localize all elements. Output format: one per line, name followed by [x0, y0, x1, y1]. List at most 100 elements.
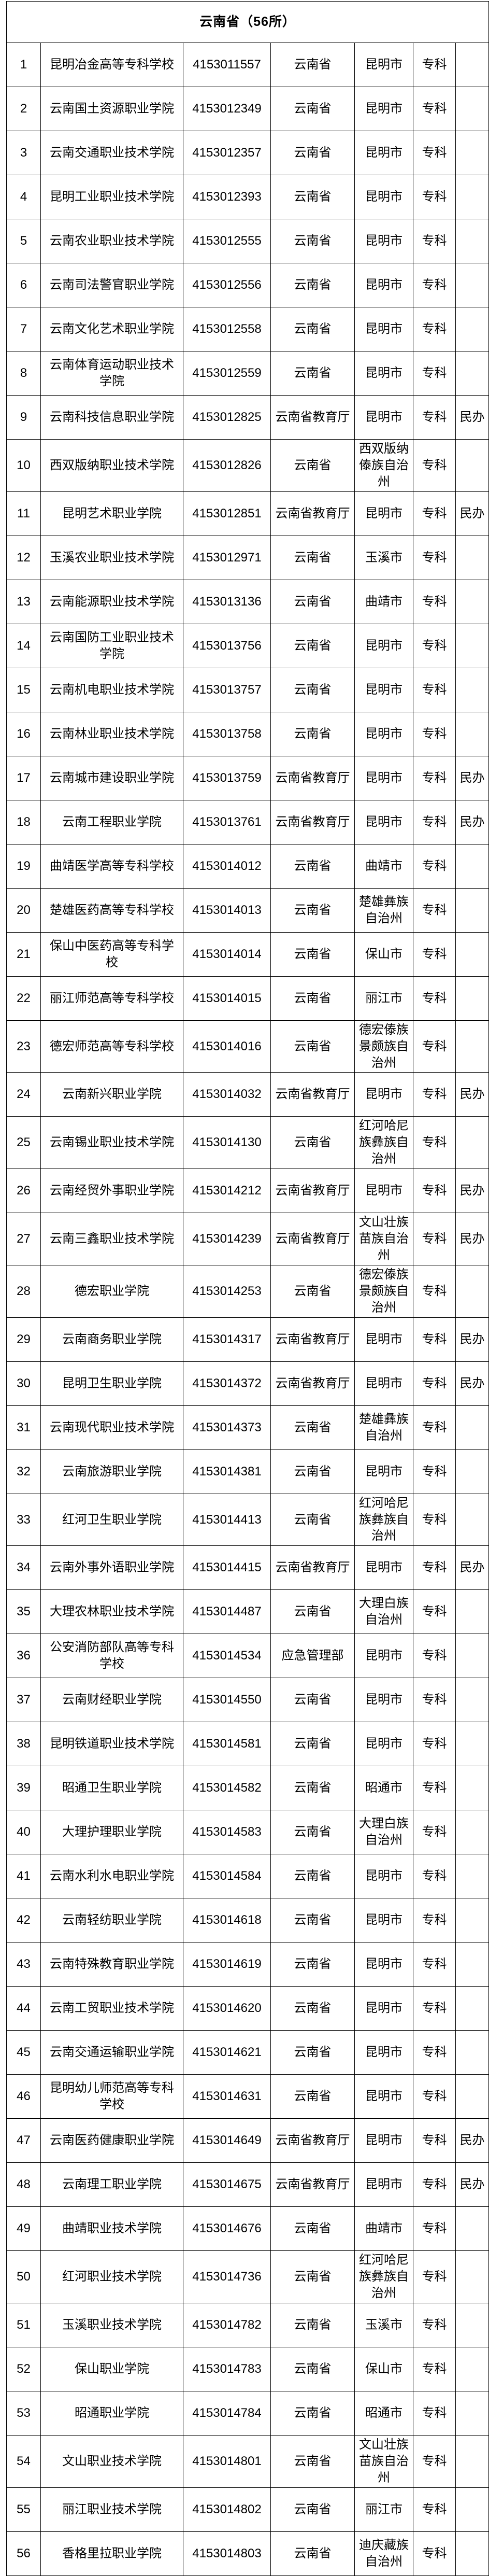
school-name-cell: 红河卫生职业学院 [40, 1493, 183, 1546]
note-cell [455, 2391, 489, 2436]
level-cell: 专科 [413, 2250, 456, 2304]
city-cell: 楚雄彝族自治州 [354, 888, 413, 933]
school-code-cell: 4153014675 [183, 2162, 271, 2207]
school-code-cell: 4153014550 [183, 1678, 271, 1723]
city-cell: 丽江市 [354, 976, 413, 1021]
table-row: 16 云南林业职业技术学院 4153013758 云南省 昆明市 专科 [6, 711, 489, 756]
authority-cell: 云南省教育厅 [270, 491, 355, 536]
school-name-cell: 云南司法警官职业学院 [40, 263, 183, 307]
school-name-cell: 丽江师范高等专科学校 [40, 976, 183, 1021]
school-name-cell: 玉溪职业技术学院 [40, 2303, 183, 2348]
school-name-cell: 德宏师范高等专科学校 [40, 1020, 183, 1073]
row-number-cell: 8 [6, 351, 41, 396]
city-cell: 昆明市 [354, 263, 413, 307]
city-cell: 大理白族自治州 [354, 1589, 413, 1635]
authority-cell: 云南省教育厅 [270, 1072, 355, 1117]
authority-cell: 云南省教育厅 [270, 2162, 355, 2207]
school-code-cell: 4153014619 [183, 1942, 271, 1987]
table-row: 12 玉溪农业职业技术学院 4153012971 云南省 玉溪市 专科 [6, 535, 489, 580]
table-row: 43 云南特殊教育职业学院 4153014619 云南省 昆明市 专科 [6, 1942, 489, 1987]
school-name-cell: 云南农业职业技术学院 [40, 219, 183, 263]
city-cell: 昆明市 [354, 1942, 413, 1987]
level-cell: 专科 [413, 43, 456, 87]
authority-cell: 云南省教育厅 [270, 1213, 355, 1265]
table-row: 11 昆明艺术职业学院 4153012851 云南省教育厅 昆明市 专科 民办 [6, 491, 489, 536]
school-code-cell: 4153014253 [183, 1264, 271, 1318]
row-number-cell: 51 [6, 2303, 41, 2348]
city-cell: 文山壮族苗族自治州 [354, 2435, 413, 2488]
authority-cell: 云南省 [270, 535, 355, 580]
note-cell [455, 263, 489, 307]
city-cell: 楚雄彝族自治州 [354, 1405, 413, 1450]
note-cell [455, 43, 489, 87]
school-code-cell: 4153014649 [183, 2118, 271, 2163]
school-name-cell: 云南商务职业学院 [40, 1317, 183, 1362]
row-number-cell: 1 [6, 43, 41, 87]
table-row: 31 云南现代职业技术学院 4153014373 云南省 楚雄彝族自治州 专科 [6, 1405, 489, 1450]
level-cell: 专科 [413, 1942, 456, 1987]
note-cell: 民办 [455, 1213, 489, 1265]
city-cell: 保山市 [354, 2347, 413, 2392]
row-number-cell: 12 [6, 535, 41, 580]
school-code-cell: 4153014801 [183, 2435, 271, 2488]
note-cell [455, 1493, 489, 1546]
row-number-cell: 10 [6, 439, 41, 492]
level-cell: 专科 [413, 1854, 456, 1899]
row-number-cell: 46 [6, 2074, 41, 2119]
table-row: 30 昆明卫生职业学院 4153014372 云南省教育厅 昆明市 专科 民办 [6, 1361, 489, 1406]
table-row: 23 德宏师范高等专科学校 4153014016 云南省 德宏傣族景颇族自治州 专科 [6, 1020, 489, 1073]
school-name-cell: 昆明幼儿师范高等专科学校 [40, 2074, 183, 2119]
authority-cell: 云南省教育厅 [270, 1361, 355, 1406]
level-cell: 专科 [413, 2030, 456, 2075]
table-row: 7 云南文化艺术职业学院 4153012558 云南省 昆明市 专科 [6, 307, 489, 351]
authority-cell: 云南省 [270, 888, 355, 933]
province-header-row: 云南省（56所） [6, 1, 489, 43]
row-number-cell: 54 [6, 2435, 41, 2488]
city-cell: 昆明市 [354, 491, 413, 536]
level-cell: 专科 [413, 263, 456, 307]
table-row: 20 楚雄医药高等专科学校 4153014013 云南省 楚雄彝族自治州 专科 [6, 888, 489, 933]
level-cell: 专科 [413, 1405, 456, 1450]
level-cell: 专科 [413, 219, 456, 263]
row-number-cell: 40 [6, 1810, 41, 1855]
school-name-cell: 大理农林职业技术学院 [40, 1589, 183, 1635]
school-name-cell: 云南特殊教育职业学院 [40, 1942, 183, 1987]
level-cell: 专科 [413, 175, 456, 219]
city-cell: 曲靖市 [354, 2206, 413, 2251]
table-row: 48 云南理工职业学院 4153014675 云南省教育厅 昆明市 专科 民办 [6, 2162, 489, 2207]
school-name-cell: 大理护理职业学院 [40, 1810, 183, 1855]
note-cell: 民办 [455, 1361, 489, 1406]
table-row: 45 云南交通运输职业学院 4153014621 云南省 昆明市 专科 [6, 2030, 489, 2075]
authority-cell: 云南省 [270, 1493, 355, 1546]
note-cell [455, 1810, 489, 1855]
table-row: 24 云南新兴职业学院 4153014032 云南省教育厅 昆明市 专科 民办 [6, 1072, 489, 1117]
school-name-cell: 保山中医药高等专科学校 [40, 932, 183, 977]
school-code-cell: 4153012349 [183, 87, 271, 131]
city-cell: 昆明市 [354, 1449, 413, 1494]
authority-cell: 云南省 [270, 2435, 355, 2488]
authority-cell: 云南省 [270, 1589, 355, 1635]
school-code-cell: 4153014784 [183, 2391, 271, 2436]
note-cell [455, 2347, 489, 2392]
level-cell: 专科 [413, 1264, 456, 1318]
city-cell: 昆明市 [354, 2030, 413, 2075]
authority-cell: 云南省 [270, 1449, 355, 1494]
school-name-cell: 昆明铁道职业技术学院 [40, 1722, 183, 1767]
school-code-cell: 4153011557 [183, 43, 271, 87]
note-cell [455, 2030, 489, 2075]
city-cell: 昆明市 [354, 1361, 413, 1406]
level-cell: 专科 [413, 439, 456, 492]
row-number-cell: 44 [6, 1986, 41, 2031]
authority-cell: 云南省教育厅 [270, 395, 355, 440]
row-number-cell: 16 [6, 711, 41, 756]
authority-cell: 云南省 [270, 579, 355, 624]
row-number-cell: 17 [6, 755, 41, 800]
school-name-cell: 德宏职业学院 [40, 1264, 183, 1318]
note-cell: 民办 [455, 1072, 489, 1117]
authority-cell: 云南省 [270, 976, 355, 1021]
authority-cell: 云南省 [270, 2074, 355, 2119]
authority-cell: 云南省 [270, 175, 355, 219]
level-cell: 专科 [413, 579, 456, 624]
level-cell: 专科 [413, 1722, 456, 1767]
city-cell: 昆明市 [354, 219, 413, 263]
